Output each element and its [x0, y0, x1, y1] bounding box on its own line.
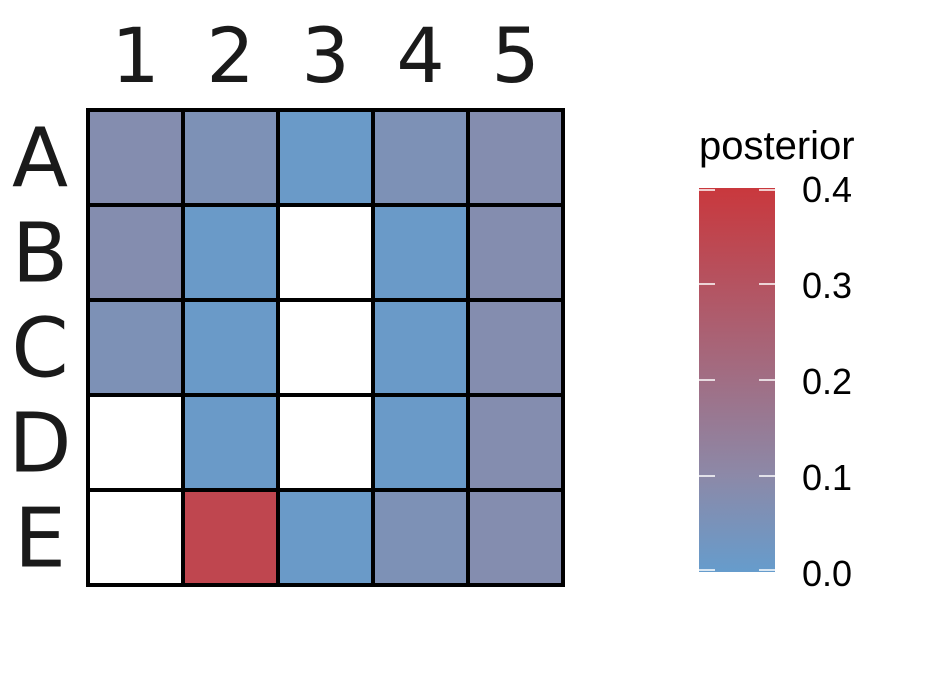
heatmap-cell-E4: [371, 488, 470, 587]
heatmap-cell-E2: [181, 488, 280, 587]
column-label-2: 2: [206, 11, 254, 100]
legend-tick-label: 0.1: [802, 457, 852, 498]
heatmap-cell-A4: [371, 108, 470, 207]
column-label-3: 3: [301, 11, 349, 100]
heatmap-cell-E5: [466, 488, 565, 587]
heatmap-cell-A1: [86, 108, 185, 207]
heatmap-cell-B5: [466, 203, 565, 302]
legend-ticks: 0.0 0.1 0.2 0.3 0.4: [699, 169, 852, 594]
heatmap-cell-C5: [466, 298, 565, 397]
legend-tick-label: 0.2: [802, 361, 852, 402]
heatmap-cells: [86, 108, 565, 587]
column-label-4: 4: [396, 11, 444, 100]
heatmap-cell-D1: [86, 393, 185, 492]
heatmap-cell-C2: [181, 298, 280, 397]
row-label-B: B: [12, 207, 68, 302]
column-label-5: 5: [491, 11, 539, 100]
heatmap-cell-D3: [276, 393, 375, 492]
legend-tick-label: 0.0: [802, 553, 852, 594]
heatmap-cell-B4: [371, 203, 470, 302]
heatmap-cell-D5: [466, 393, 565, 492]
heatmap-cell-D2: [181, 393, 280, 492]
color-legend: posterior 0.0 0.1 0.2 0.3 0.4: [699, 124, 855, 594]
heatmap-cell-C1: [86, 298, 185, 397]
row-label-E: E: [14, 492, 66, 587]
heatmap-cell-C3: [276, 298, 375, 397]
heatmap-cell-B1: [86, 203, 185, 302]
row-label-C: C: [11, 302, 68, 397]
heatmap-cell-E1: [86, 488, 185, 587]
row-label-D: D: [8, 397, 71, 492]
heatmap-cell-E3: [276, 488, 375, 587]
column-label-1: 1: [111, 11, 159, 100]
heatmap-cell-D4: [371, 393, 470, 492]
legend-tick-label: 0.4: [802, 169, 852, 210]
heatmap-cell-A2: [181, 108, 280, 207]
legend-tick-label: 0.3: [802, 265, 852, 306]
heatmap-cell-B2: [181, 203, 280, 302]
legend-title: posterior: [699, 124, 855, 168]
heatmap-cell-B3: [276, 203, 375, 302]
heatmap-cell-C4: [371, 298, 470, 397]
row-label-A: A: [12, 112, 68, 207]
heatmap-cell-A5: [466, 108, 565, 207]
heatmap-cell-A3: [276, 108, 375, 207]
